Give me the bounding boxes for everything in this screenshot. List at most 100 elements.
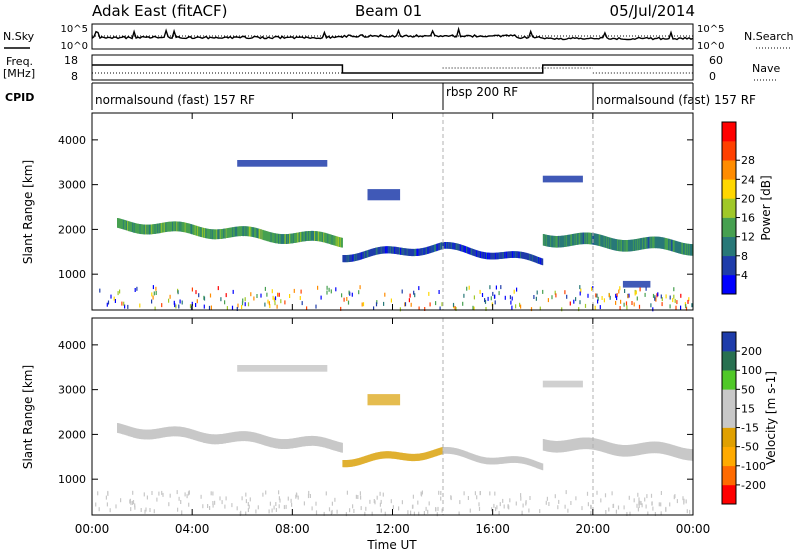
velocity-band-cell [279,439,282,449]
power-band-cell [680,242,682,254]
power-band-cell [302,231,304,242]
power-band-cell [300,231,303,242]
velocity-speckle [479,491,481,495]
power-color-cell [722,255,736,276]
power-band-cell [117,218,120,228]
velocity-speckle [291,502,293,507]
power-band-cell [565,235,567,247]
power-band-cell [314,231,317,241]
velocity-band-cell [346,460,348,468]
power-speckle [154,306,156,311]
velocity-band-cell [298,437,300,448]
velocity-speckle [290,498,292,503]
velocity-band-cell [498,457,500,465]
velocity-speckle [674,494,676,499]
power-band-cell [243,226,245,237]
velocity-speckle [503,504,505,509]
power-band-cell [205,228,207,239]
velocity-band-cell [437,448,439,456]
velocity-band-cell [582,437,585,450]
velocity-band-cell [647,442,649,454]
power-band-cell [240,226,242,236]
velocity-band-cell [354,459,356,467]
power-band-cell [449,242,451,249]
power-band-cell [655,236,657,249]
power-band-cell [122,219,125,230]
velocity-band-cell [572,438,575,451]
power-band-cell [633,239,636,251]
power-band-cell [466,246,469,254]
power-speckle [119,289,121,294]
velocity-band-cell [423,452,425,460]
velocity-speckle [548,502,550,506]
velocity-speckle [660,511,662,516]
velocity-speckle [596,490,598,495]
power-band-cell [400,247,403,255]
power-band-cell [238,226,240,237]
velocity-band-cell [520,456,522,464]
velocity-band-cell [621,444,623,457]
power-band-cell [274,233,277,244]
velocity-speckle [491,507,493,512]
power-speckle [472,305,474,310]
velocity-band-cell [295,437,298,448]
power-band-cell [553,235,555,248]
power-band-cell [275,233,277,244]
power-band-cell [324,232,327,243]
velocity-band-cell [284,439,287,449]
velocity-speckle [224,504,226,509]
power-band-cell [335,236,338,246]
velocity-speckle [307,494,310,499]
power-band-cell [543,234,545,246]
power-band-cell [346,255,348,263]
power-band-cell [268,231,270,242]
velocity-band-cell [481,456,483,464]
velocity-band-cell [201,432,203,443]
power-band-cell [561,235,563,248]
velocity-speckle [469,508,471,513]
power-speckle [511,296,513,301]
velocity-band-cell [194,430,197,441]
power-band-cell [253,227,255,238]
velocity-band-cell [315,436,318,446]
power-speckle [494,300,496,305]
power-band-cell [312,230,314,241]
power-band-cell [359,252,362,260]
velocity-speckle [330,510,332,515]
velocity-band-cell [579,437,581,450]
power-band-cell [123,219,126,230]
velocity-band-cell [373,453,375,461]
velocity-band-cell [351,459,353,467]
velocity-band-cell [547,440,550,452]
power-band-cell [283,234,285,244]
power-band-cell [208,228,210,239]
power-band-cell [470,248,472,255]
velocity-band-cell [223,433,226,444]
power-band-cell [582,232,584,245]
power-speckle [656,293,658,298]
velocity-band-cell [521,457,524,464]
velocity-band-cell [207,433,209,444]
power-band-cell [348,254,350,263]
power-speckle [351,292,353,297]
velocity-band-cell [690,449,692,461]
velocity-band-cell [525,457,527,465]
velocity-band-cell [263,435,265,446]
power-speckle [253,296,255,301]
velocity-band-cell [209,434,212,444]
power-band-cell [659,236,661,249]
power-band-cell [394,246,396,254]
power-band-cell [427,246,429,254]
power-speckle [274,296,277,301]
velocity-band-cell [170,426,172,437]
velocity-band-cell [186,428,188,438]
velocity-band-cell [493,457,495,465]
velocity-speckle [219,496,221,501]
power-band-cell [672,239,674,252]
power-band-cell [683,243,686,255]
nave-tick-top: 60 [709,54,723,67]
power-band-cell [498,252,500,260]
power-speckle [196,299,198,304]
velocity-band-cell [583,437,586,450]
